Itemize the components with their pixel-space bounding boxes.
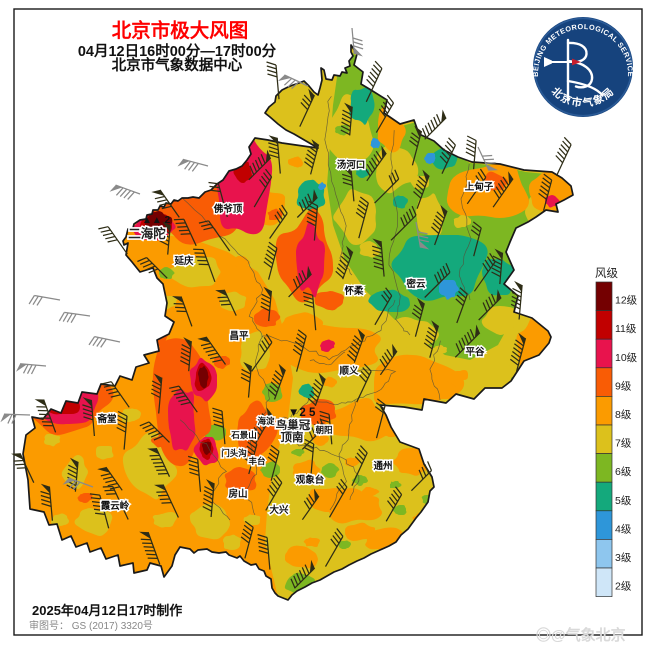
svg-text:二海陀: 二海陀 <box>128 226 166 241</box>
svg-text:◎@气象北京: ◎@气象北京 <box>536 626 626 644</box>
svg-text:霞云岭: 霞云岭 <box>101 500 130 512</box>
svg-text:▼2 5: ▼2 5 <box>288 407 316 419</box>
svg-text:大兴: 大兴 <box>269 504 289 516</box>
svg-text:04月12日16时00分—17时00分: 04月12日16时00分—17时00分 <box>78 43 277 60</box>
svg-text:朝阳: 朝阳 <box>315 425 332 435</box>
svg-text:上甸子: 上甸子 <box>465 181 494 193</box>
svg-text:审图号： GS (2017) 3320号: 审图号： GS (2017) 3320号 <box>29 619 153 632</box>
svg-text:7级: 7级 <box>615 438 632 450</box>
svg-text:风级: 风级 <box>595 267 618 280</box>
svg-text:观象台: 观象台 <box>295 474 325 486</box>
svg-text:11级: 11级 <box>615 323 637 335</box>
svg-text:4级: 4级 <box>615 523 632 535</box>
svg-text:8级: 8级 <box>615 409 632 421</box>
svg-text:顶南: 顶南 <box>281 430 304 444</box>
svg-text:石景山: 石景山 <box>230 430 257 440</box>
svg-text:10级: 10级 <box>615 352 638 364</box>
svg-text:9级: 9级 <box>615 380 632 392</box>
svg-text:海淀: 海淀 <box>257 416 275 426</box>
svg-text:6级: 6级 <box>615 466 632 478</box>
svg-text:斋堂: 斋堂 <box>96 413 117 425</box>
svg-text:平谷: 平谷 <box>465 346 485 358</box>
svg-text:佛爷顶: 佛爷顶 <box>213 203 243 215</box>
svg-text:怀柔: 怀柔 <box>344 285 364 297</box>
svg-text:房山: 房山 <box>228 488 247 500</box>
svg-text:通州: 通州 <box>373 461 392 472</box>
svg-text:北京市气象数据中心: 北京市气象数据中心 <box>112 56 243 74</box>
svg-text:北京市极大风图: 北京市极大风图 <box>112 19 249 42</box>
svg-text:密云: 密云 <box>405 278 426 290</box>
svg-text:门头沟: 门头沟 <box>221 448 247 458</box>
svg-text:鸟巢冠: 鸟巢冠 <box>276 418 311 432</box>
svg-text:12级: 12级 <box>615 295 638 307</box>
svg-text:顺义: 顺义 <box>339 365 359 377</box>
svg-text:昌平: 昌平 <box>229 331 249 342</box>
svg-text:延庆: 延庆 <box>173 255 194 267</box>
svg-text:2级: 2级 <box>615 581 632 593</box>
svg-text:丰台: 丰台 <box>248 456 266 466</box>
svg-text:2025年04月12日17时制作: 2025年04月12日17时制作 <box>32 603 182 618</box>
svg-text:▲▲ 2: ▲▲ 2 <box>142 215 171 226</box>
svg-text:汤河口: 汤河口 <box>337 159 366 171</box>
svg-text:3级: 3级 <box>615 552 632 564</box>
svg-text:5级: 5级 <box>615 495 632 507</box>
